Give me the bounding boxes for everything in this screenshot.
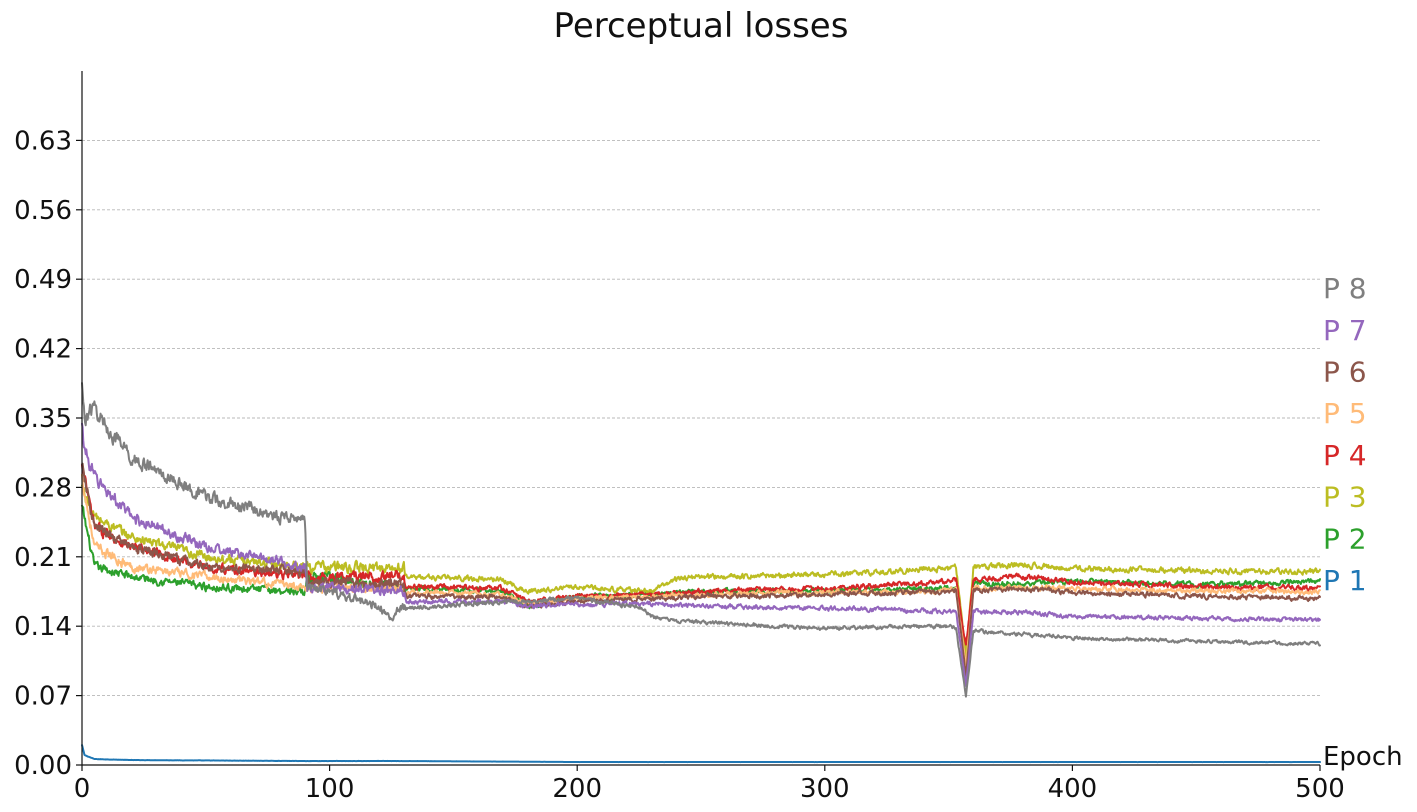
series-label-layer: P 1 P 2 P 3 P 4 P 5 P 6 P 7 P 8 — [1323, 272, 1367, 597]
y-tick-label: 0.42 — [14, 335, 72, 365]
y-tick-label: 0.14 — [14, 612, 72, 642]
series-line-7 — [81, 422, 1321, 687]
y-tick-label: 0.28 — [14, 473, 72, 503]
series-label-3: P 3 — [1323, 481, 1367, 514]
series-line-1 — [81, 744, 1321, 764]
series-label-5: P 5 — [1323, 397, 1367, 430]
y-tick-label: 0.00 — [14, 751, 72, 781]
series-label-4: P 4 — [1323, 439, 1367, 472]
series-label-7: P 7 — [1323, 314, 1367, 347]
series-line-4 — [81, 464, 1321, 646]
series-line-3 — [81, 484, 1321, 657]
series-label-6: P 6 — [1323, 356, 1367, 389]
y-tick-label: 0.35 — [14, 404, 72, 434]
x-axis-label: Epoch — [1323, 742, 1403, 772]
series-label-2: P 2 — [1323, 522, 1367, 555]
tick-layer: 0.00 0.07 0.14 0.21 0.28 0.35 0.42 0.49 0.56 0.63… — [14, 126, 1345, 804]
chart-title: Perceptual losses — [554, 6, 849, 46]
x-tick-label: 300 — [800, 774, 850, 804]
grid-layer — [82, 139, 1320, 697]
x-tick-label: 200 — [552, 774, 602, 804]
y-tick-label: 0.49 — [14, 265, 72, 295]
series-layer — [81, 382, 1321, 764]
y-tick-label: 0.07 — [14, 682, 72, 712]
y-tick-label: 0.63 — [14, 126, 72, 156]
x-tick-label: 500 — [1295, 774, 1345, 804]
x-tick-label: 100 — [305, 774, 355, 804]
series-line-8 — [81, 382, 1321, 698]
y-tick-label: 0.56 — [14, 196, 72, 226]
series-label-1: P 1 — [1323, 564, 1367, 597]
x-tick-label: 400 — [1048, 774, 1098, 804]
series-line-6 — [81, 462, 1321, 678]
y-tick-label: 0.21 — [14, 543, 72, 573]
x-tick-label: 0 — [74, 774, 91, 804]
series-label-8: P 8 — [1323, 272, 1367, 305]
